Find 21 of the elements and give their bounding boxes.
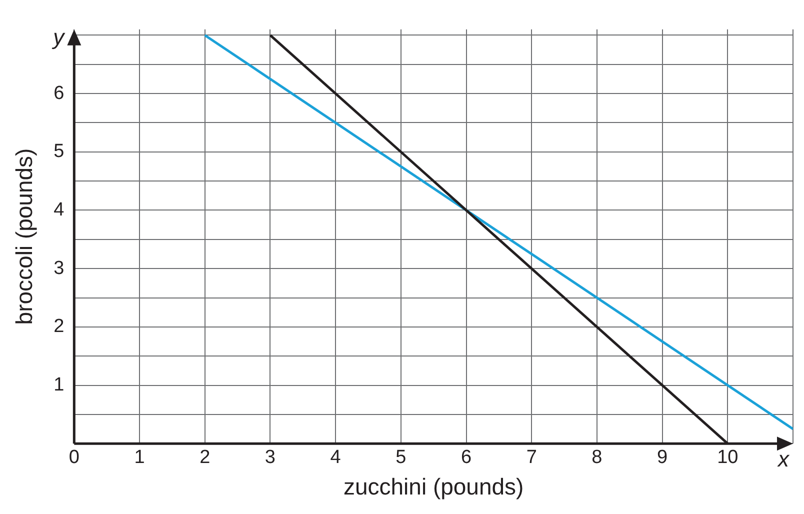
x-tick-label: 10 [717,447,738,468]
x-tick-label: 1 [134,447,145,468]
y-tick-label: 2 [54,316,64,338]
x-tick-label: 4 [330,447,342,468]
x-tick-label: 0 [68,447,80,468]
x-axis-title: zucchini (pounds) [343,474,524,500]
y-tick-label: 4 [54,199,65,220]
y-axis-title: broccoli (pounds) [11,148,38,325]
y-tick-label: 5 [54,141,64,162]
x-tick-label: 2 [200,447,210,468]
x-tick-label: 8 [592,447,602,468]
x-tick-label: 3 [264,447,276,468]
x-tick-label: 7 [526,447,537,468]
text: x [777,446,790,472]
y-tick-label: 1 [54,374,64,396]
text: y [51,24,66,50]
x-tick-label: 9 [657,447,668,468]
x-tick-label: 6 [460,447,472,468]
x-tick-label: 5 [396,447,406,468]
y-tick-label: 6 [54,82,64,104]
y-tick-label: 3 [54,258,64,279]
